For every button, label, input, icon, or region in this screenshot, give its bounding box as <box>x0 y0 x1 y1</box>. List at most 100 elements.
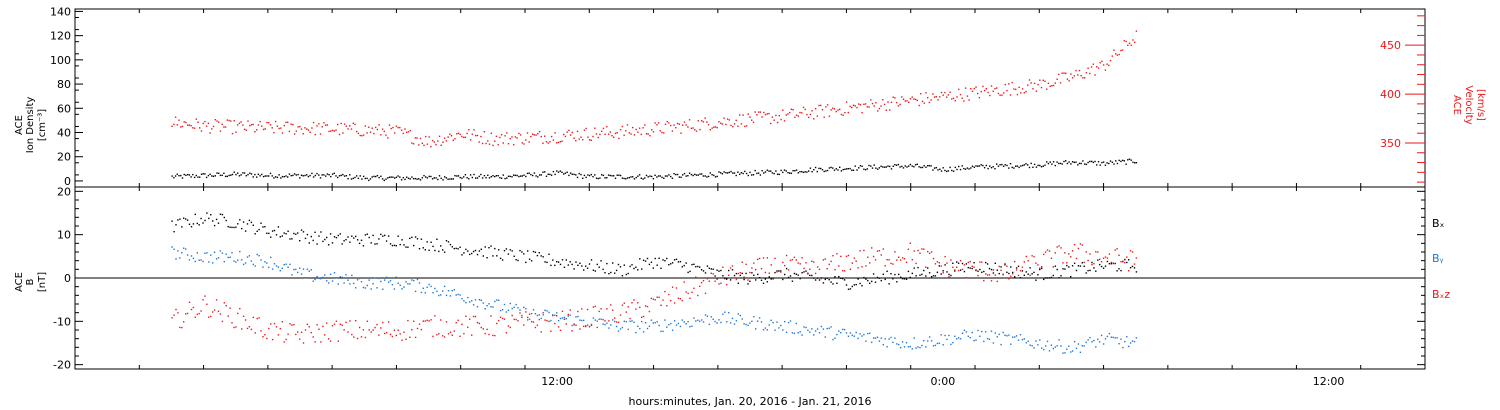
bx-point-439 <box>1019 277 1022 279</box>
density-point-95 <box>335 175 337 177</box>
bz-point-389 <box>923 248 925 250</box>
density-point-58 <box>271 175 273 177</box>
bx-point-70 <box>306 233 309 236</box>
velocity-point-437 <box>925 92 927 94</box>
by-point-334 <box>816 328 819 330</box>
bz-point-387 <box>919 252 921 254</box>
bz-point-70 <box>306 323 309 326</box>
velocity-point-231 <box>569 134 572 136</box>
legend-bx: Bₓ <box>1432 217 1445 230</box>
density-point-54 <box>264 175 266 177</box>
density-point-398 <box>858 167 860 169</box>
density-point-300 <box>688 172 691 174</box>
density-point-276 <box>647 176 649 178</box>
velocity-point-376 <box>820 104 822 107</box>
bz-point-298 <box>747 279 749 281</box>
density-point-382 <box>830 166 832 169</box>
density-point-486 <box>1009 163 1012 165</box>
velocity-point-259 <box>618 137 620 140</box>
bx-point-114 <box>391 244 394 247</box>
velocity-point-243 <box>590 139 592 141</box>
bx-point-414 <box>971 267 973 270</box>
velocity-point-505 <box>1042 79 1044 81</box>
velocity-point-455 <box>956 96 958 98</box>
bz-point-109 <box>382 321 384 324</box>
by-point-404 <box>952 341 954 344</box>
bz-point-468 <box>1075 257 1078 260</box>
by-point-33 <box>235 261 237 263</box>
by-point-289 <box>729 322 732 324</box>
density-point-37 <box>235 173 237 176</box>
bz-point-306 <box>762 257 765 259</box>
bz-point-92 <box>349 320 351 322</box>
bx-point-457 <box>1054 265 1056 267</box>
velocity-point-152 <box>433 141 435 143</box>
bz-point-151 <box>463 333 465 335</box>
bz-point-6 <box>183 321 185 323</box>
velocity-point-61 <box>276 125 279 127</box>
velocity-point-193 <box>504 135 506 137</box>
density-point-131 <box>397 175 399 177</box>
bz-point-5 <box>181 326 183 329</box>
velocity-point-366 <box>802 106 805 109</box>
bz-point-446 <box>1033 256 1035 258</box>
bz-point-276 <box>704 292 707 294</box>
velocity-point-124 <box>385 134 387 136</box>
bz-point-226 <box>608 320 610 322</box>
density-point-426 <box>906 166 908 168</box>
bx-point-109 <box>382 235 384 237</box>
density-point-339 <box>756 172 758 175</box>
by-point-47 <box>262 266 264 268</box>
by-point-144 <box>449 295 452 297</box>
bx-point-249 <box>652 267 654 269</box>
by-point-363 <box>872 337 875 339</box>
velocity-point-326 <box>733 123 736 125</box>
density-point-230 <box>568 174 570 177</box>
bx-point-104 <box>372 234 374 237</box>
bx-point-63 <box>293 232 295 235</box>
bz-point-221 <box>598 310 600 313</box>
velocity-point-367 <box>804 108 806 111</box>
bz-point-50 <box>268 327 270 330</box>
velocity-point-397 <box>856 106 858 109</box>
bz-point-269 <box>691 291 693 293</box>
bx-point-424 <box>990 268 993 271</box>
density-point-257 <box>614 177 617 179</box>
velocity-point-215 <box>542 142 544 144</box>
by-point-107 <box>378 277 380 280</box>
by-point-202 <box>561 317 564 319</box>
bx-point-180 <box>519 249 521 252</box>
velocity-point-478 <box>996 87 998 89</box>
velocity-point-175 <box>473 129 475 131</box>
density-point-384 <box>833 169 836 171</box>
bz-point-360 <box>867 256 869 258</box>
bx-point-282 <box>716 269 718 271</box>
by-point-228 <box>612 319 614 321</box>
velocity-point-312 <box>709 129 711 131</box>
velocity-point-244 <box>592 135 594 138</box>
bx-point-95 <box>355 235 357 238</box>
bx-point-189 <box>536 254 539 257</box>
density-point-422 <box>899 166 901 168</box>
density-point-523 <box>1073 161 1075 164</box>
by-point-192 <box>542 314 544 316</box>
velocity-point-337 <box>752 121 755 124</box>
bz-point-410 <box>963 264 966 266</box>
by-point-347 <box>842 328 844 331</box>
density-point-459 <box>963 167 965 170</box>
bz-point-96 <box>356 337 359 340</box>
density-point-553 <box>1125 163 1127 165</box>
density-point-10 <box>188 174 191 176</box>
bx-point-232 <box>619 266 622 268</box>
velocity-point-81 <box>311 127 313 129</box>
bx-point-194 <box>546 261 548 264</box>
by-point-124 <box>411 279 413 281</box>
velocity-point-63 <box>280 127 282 129</box>
velocity-point-525 <box>1077 74 1079 76</box>
density-point-96 <box>337 176 339 179</box>
velocity-point-181 <box>483 131 486 133</box>
bz-point-274 <box>700 282 703 284</box>
bz-point-212 <box>581 308 583 310</box>
bx-point-463 <box>1066 264 1068 267</box>
by-point-308 <box>766 329 768 331</box>
